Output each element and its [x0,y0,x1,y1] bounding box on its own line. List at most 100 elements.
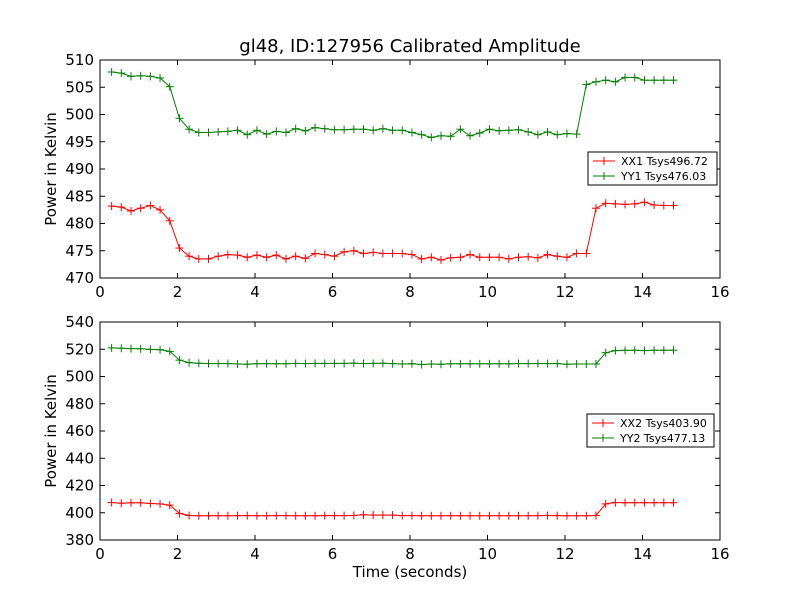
series-2 [107,343,678,369]
data-point [407,250,416,259]
legend-label: XX2 Tsys403.90 [620,417,707,430]
data-point [495,359,504,368]
y-tick-label: 475 [65,242,94,260]
data-point [349,511,358,520]
data-point [504,126,513,135]
series-1 [107,198,678,265]
data-point [553,130,562,139]
data-point [630,346,639,355]
data-point [456,253,465,262]
data-point [417,254,426,263]
data-point [388,126,397,135]
data-point [262,511,271,520]
data-point [485,125,494,134]
data-point [659,201,668,210]
data-point [214,359,223,368]
data-point [349,125,358,134]
data-point [407,511,416,520]
data-point [243,130,252,139]
data-point [194,359,203,368]
data-point [272,127,281,136]
y-tick-label: 380 [65,531,94,549]
data-point [378,359,387,368]
data-point [611,199,620,208]
data-point [291,252,300,261]
data-point [398,126,407,135]
data-point [495,511,504,520]
data-point [611,498,620,507]
y-tick-label: 460 [65,422,94,440]
data-point [378,511,387,520]
data-point [543,127,552,136]
x-tick-label: 16 [710,545,729,563]
y-tick-label: 420 [65,477,94,495]
data-point [165,501,174,510]
data-point [475,129,484,138]
data-point [185,511,194,520]
data-point [407,128,416,137]
data-point [117,69,126,78]
legend: XX2 Tsys403.90 YY2 Tsys477.13 [586,413,715,448]
legend-item-2: YY1 Tsys476.03 [593,170,706,183]
subplot-2: 0 2 4 6 8 10 12 14 16 380 400 420 440 460 480 500 520 540… [42,313,730,581]
data-point [117,203,126,212]
data-point [621,200,630,209]
data-point [320,124,329,133]
data-point [504,359,513,368]
data-point [291,359,300,368]
data-point [311,359,320,368]
legend-label: XX1 Tsys496.72 [621,155,708,168]
data-point [252,251,261,260]
data-point [659,498,668,507]
legend-box [586,413,715,448]
data-point [650,76,659,85]
data-point [127,72,135,81]
data-point [282,128,290,137]
data-point [243,511,252,520]
data-point [601,499,610,508]
data-point [640,498,649,507]
data-point [359,359,368,368]
data-point [533,130,542,139]
data-point [330,252,339,261]
data-point [156,499,165,508]
data-point [320,359,329,368]
data-point [466,250,475,259]
data-point [427,253,436,262]
data-point [601,348,610,357]
data-point [301,359,310,368]
data-point [378,249,387,258]
data-point [204,511,213,520]
data-point [640,346,649,355]
data-point [165,82,174,91]
data-point [252,511,261,520]
data-point [127,206,135,215]
data-point [233,359,242,368]
data-point [485,511,494,520]
data-point [340,359,349,368]
y-axis-label: Power in Kelvin [42,112,60,226]
data-point [369,126,378,135]
data-point [437,256,445,265]
data-point [262,130,271,139]
data-point [204,359,213,368]
data-point [146,201,155,210]
x-tick-label: 6 [328,283,338,301]
data-point [107,67,116,76]
data-point [427,359,436,368]
y-tick-label: 490 [65,160,94,178]
x-tick-label: 4 [250,283,260,301]
data-point [272,359,281,368]
subplot-1: 0 2 4 6 8 10 12 14 16 470 475 480 485 490 495 500 505 510… [42,36,730,301]
data-point [378,124,387,133]
data-point [340,247,349,256]
data-point [301,254,310,263]
y-tick-label: 480 [65,215,94,233]
y-axis-label: Power in Kelvin [42,374,60,488]
data-point [456,511,465,520]
data-point [146,499,155,508]
data-point [572,130,581,139]
data-point [291,511,300,520]
x-tick-label: 12 [555,545,574,563]
